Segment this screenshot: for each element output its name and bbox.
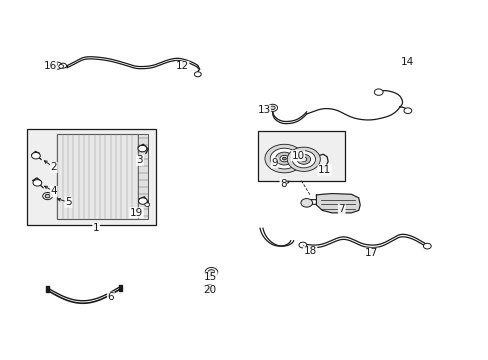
Text: 6: 6 (107, 292, 114, 302)
Text: 20: 20 (203, 285, 216, 295)
Circle shape (270, 106, 275, 110)
Circle shape (275, 152, 292, 165)
Circle shape (282, 157, 286, 160)
Text: 9: 9 (271, 158, 277, 168)
Text: 13: 13 (257, 105, 270, 115)
Circle shape (300, 157, 306, 161)
Circle shape (138, 145, 146, 152)
Circle shape (204, 267, 217, 277)
Text: 19: 19 (130, 208, 143, 218)
Text: 10: 10 (291, 151, 304, 161)
Text: 14: 14 (401, 57, 414, 67)
Text: 18: 18 (303, 247, 316, 256)
Circle shape (42, 193, 52, 200)
Circle shape (144, 203, 149, 206)
Text: 12: 12 (175, 62, 188, 71)
Circle shape (138, 198, 147, 204)
Text: 8: 8 (280, 179, 286, 189)
Circle shape (264, 144, 303, 173)
Text: 2: 2 (50, 162, 57, 172)
Text: 15: 15 (203, 272, 217, 282)
Circle shape (287, 147, 320, 171)
Polygon shape (119, 285, 122, 291)
Circle shape (31, 153, 40, 159)
Circle shape (298, 242, 306, 248)
Bar (57, 134, 137, 219)
Circle shape (291, 151, 315, 168)
Circle shape (33, 180, 41, 186)
Text: 1: 1 (93, 223, 100, 233)
Circle shape (296, 154, 310, 164)
Polygon shape (316, 194, 360, 213)
Circle shape (403, 108, 411, 113)
Circle shape (302, 158, 304, 160)
Circle shape (194, 72, 201, 77)
Circle shape (423, 243, 430, 249)
Circle shape (270, 148, 298, 169)
Circle shape (59, 64, 63, 68)
Circle shape (207, 287, 211, 289)
Bar (27, 129, 155, 225)
Circle shape (204, 285, 213, 291)
Text: 17: 17 (365, 248, 378, 258)
Polygon shape (46, 286, 49, 292)
Bar (258, 131, 344, 181)
Circle shape (60, 63, 66, 68)
Bar (137, 134, 148, 219)
Circle shape (45, 194, 50, 198)
Circle shape (52, 62, 62, 69)
Circle shape (207, 270, 214, 275)
Text: 11: 11 (318, 165, 331, 175)
Circle shape (373, 89, 382, 95)
Circle shape (280, 156, 288, 162)
Text: 5: 5 (65, 197, 72, 207)
Circle shape (300, 199, 312, 207)
Circle shape (52, 63, 57, 66)
Text: 4: 4 (50, 186, 57, 197)
Text: 7: 7 (338, 204, 345, 214)
Text: 3: 3 (136, 156, 143, 165)
Circle shape (267, 104, 277, 111)
Text: 16: 16 (43, 62, 57, 71)
